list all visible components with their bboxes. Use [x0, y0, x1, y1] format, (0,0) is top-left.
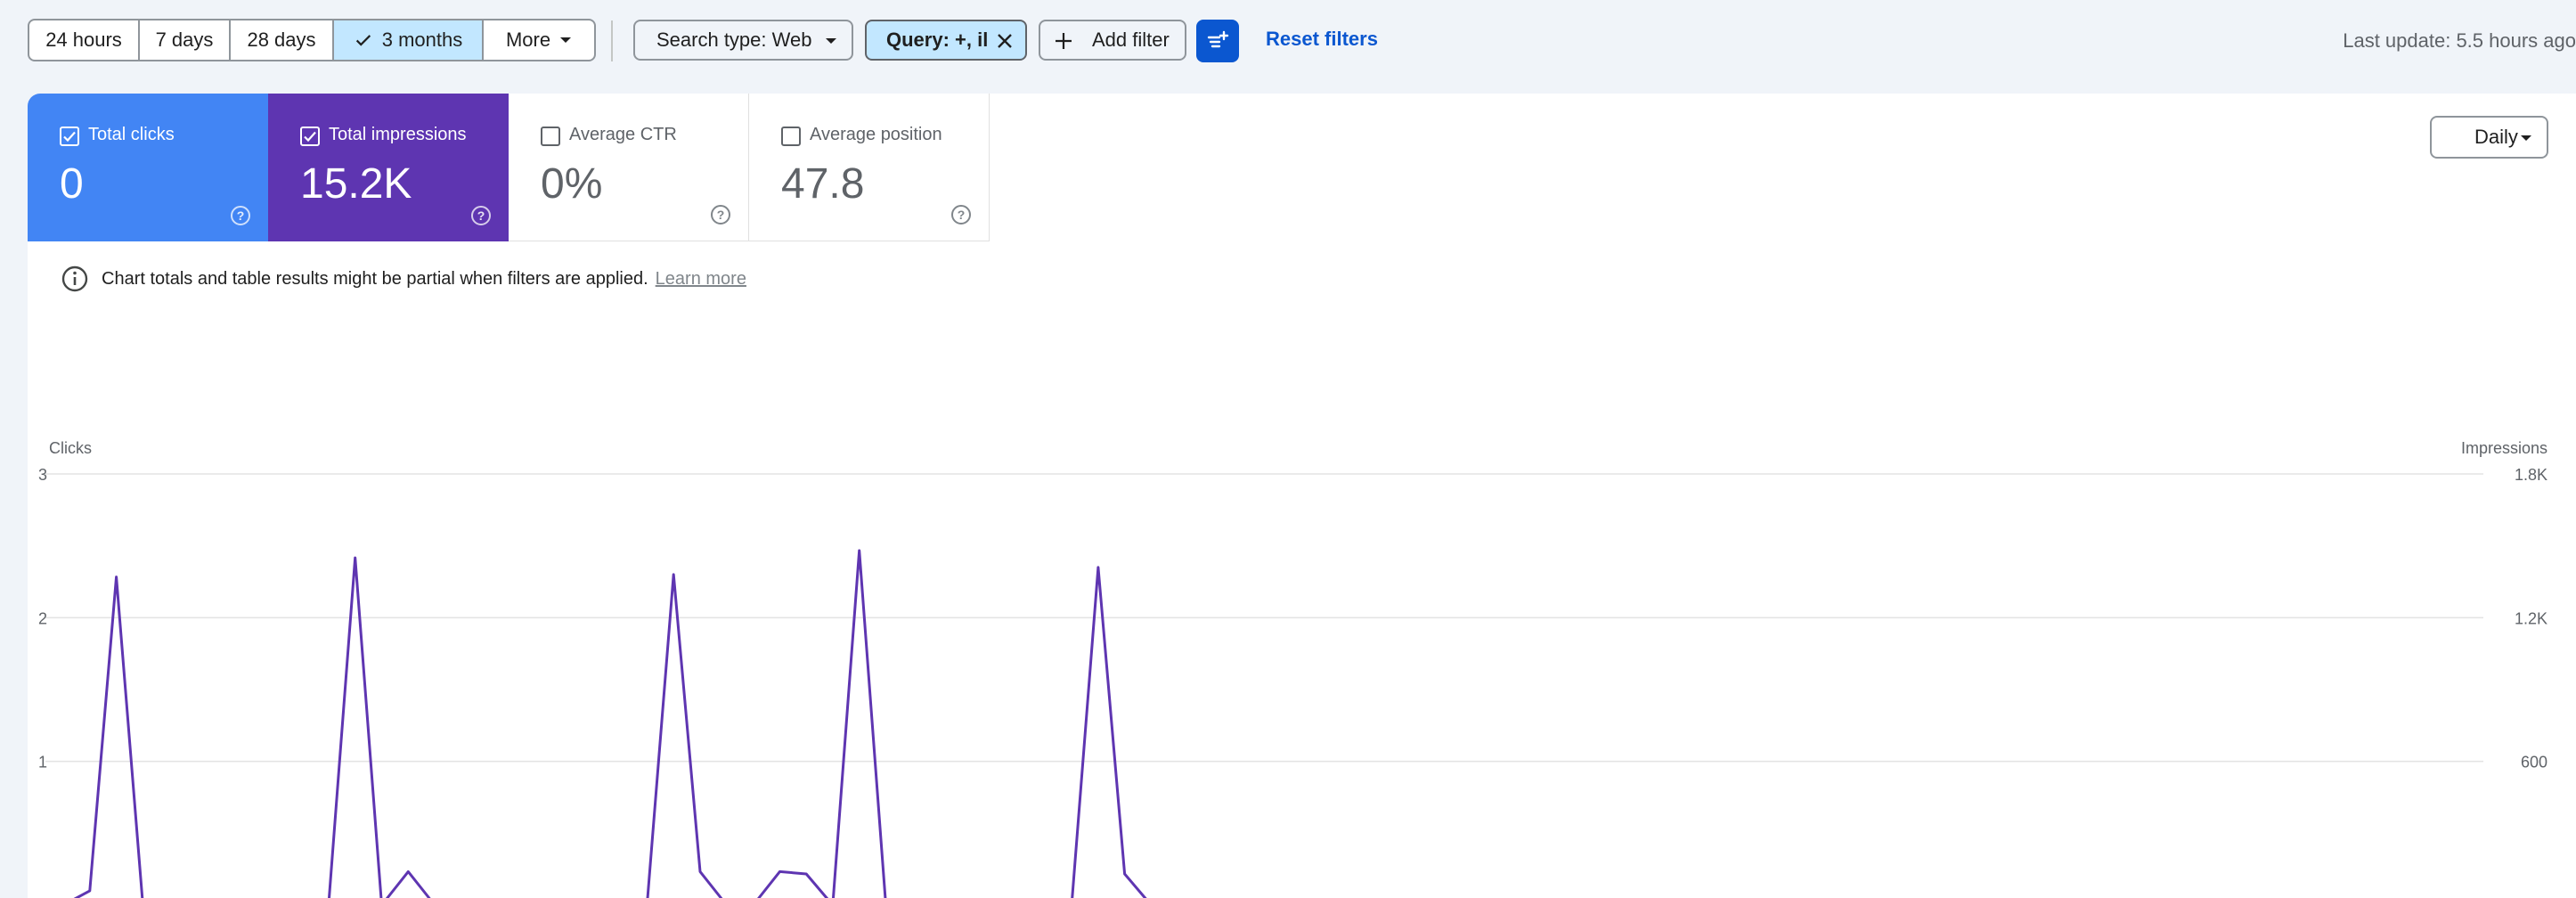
partial-results-notice: Chart totals and table results might be … [61, 263, 746, 295]
total-clicks-value: 0 [60, 160, 84, 208]
average-ctr-label: Average CTR [569, 125, 677, 144]
notice-text: Chart totals and table results might be … [102, 268, 648, 289]
average-position-label: Average position [810, 125, 942, 144]
checkbox-checked-icon[interactable] [300, 127, 320, 146]
help-icon[interactable]: ? [231, 206, 250, 225]
toolbar-divider [611, 20, 613, 61]
checkbox-checked-icon[interactable] [60, 127, 79, 146]
left-axis-label: Clicks [49, 439, 92, 457]
help-icon[interactable]: ? [711, 205, 730, 224]
help-icon[interactable]: ? [951, 205, 971, 224]
toolbar: 24 hours 7 days 28 days 3 months More Se… [28, 19, 2576, 62]
query-filter-label: Query: +, il [886, 29, 989, 51]
average-ctr-tile[interactable]: Average CTR 0% ? [509, 94, 749, 241]
right-axis-label: Impressions [2461, 439, 2547, 457]
total-impressions-label: Total impressions [329, 125, 467, 144]
checkbox-unchecked-icon[interactable] [781, 127, 801, 146]
granularity-label: Daily [2474, 126, 2518, 148]
total-clicks-tile[interactable]: Total clicks 0 ? [28, 94, 268, 241]
caret-down-icon [826, 38, 836, 44]
plus-icon [1056, 33, 1072, 49]
metric-tiles: Total clicks 0 ? Total impressions 15.2K… [28, 94, 990, 241]
range-3-months-label: 3 months [381, 29, 463, 51]
right-tick-label: 600 [2521, 754, 2547, 771]
performance-chart: 00160021.2K31.8KClicksImpressions5/17/26… [38, 439, 2547, 898]
right-tick-label: 1.8K [2515, 466, 2547, 484]
average-ctr-value: 0% [541, 160, 603, 208]
info-icon [61, 265, 88, 292]
impressions-series-line [73, 549, 1147, 898]
date-range-selector: 24 hours 7 days 28 days 3 months More [28, 19, 596, 61]
search-type-label: Search type: Web [656, 29, 812, 51]
caret-down-icon [560, 37, 572, 43]
performance-card: Total clicks 0 ? Total impressions 15.2K… [28, 94, 2576, 898]
filter-settings-icon[interactable] [1196, 20, 1239, 62]
right-tick-label: 1.2K [2515, 609, 2547, 627]
add-filter-button[interactable]: Add filter [1039, 20, 1186, 61]
search-type-filter[interactable]: Search type: Web [633, 20, 853, 61]
check-icon [355, 35, 371, 46]
range-7-days-button[interactable]: 7 days [140, 20, 231, 60]
learn-more-link[interactable]: Learn more [655, 268, 746, 289]
left-tick-label: 3 [38, 466, 47, 484]
average-position-value: 47.8 [781, 160, 865, 208]
left-tick-label: 2 [38, 609, 47, 627]
average-position-tile[interactable]: Average position 47.8 ? [749, 94, 990, 241]
range-24-hours-button[interactable]: 24 hours [29, 20, 140, 60]
query-filter-chip[interactable]: Query: +, il [865, 20, 1027, 61]
caret-down-icon [2521, 135, 2531, 141]
range-more-button[interactable]: More [484, 20, 594, 60]
range-3-months-button[interactable]: 3 months [334, 20, 484, 60]
last-update-text: Last update: 5.5 hours ago [2343, 29, 2576, 52]
total-clicks-label: Total clicks [88, 125, 175, 144]
checkbox-unchecked-icon[interactable] [541, 127, 560, 146]
total-impressions-value: 15.2K [300, 160, 412, 208]
reset-filters-button[interactable]: Reset filters [1266, 28, 1378, 50]
granularity-dropdown[interactable]: Daily [2430, 116, 2548, 159]
add-filter-label: Add filter [1092, 29, 1170, 51]
close-icon[interactable] [997, 33, 1013, 49]
range-more-label: More [505, 29, 551, 51]
range-28-days-button[interactable]: 28 days [231, 20, 334, 60]
help-icon[interactable]: ? [471, 206, 491, 225]
left-tick-label: 1 [38, 754, 47, 771]
total-impressions-tile[interactable]: Total impressions 15.2K ? [268, 94, 509, 241]
